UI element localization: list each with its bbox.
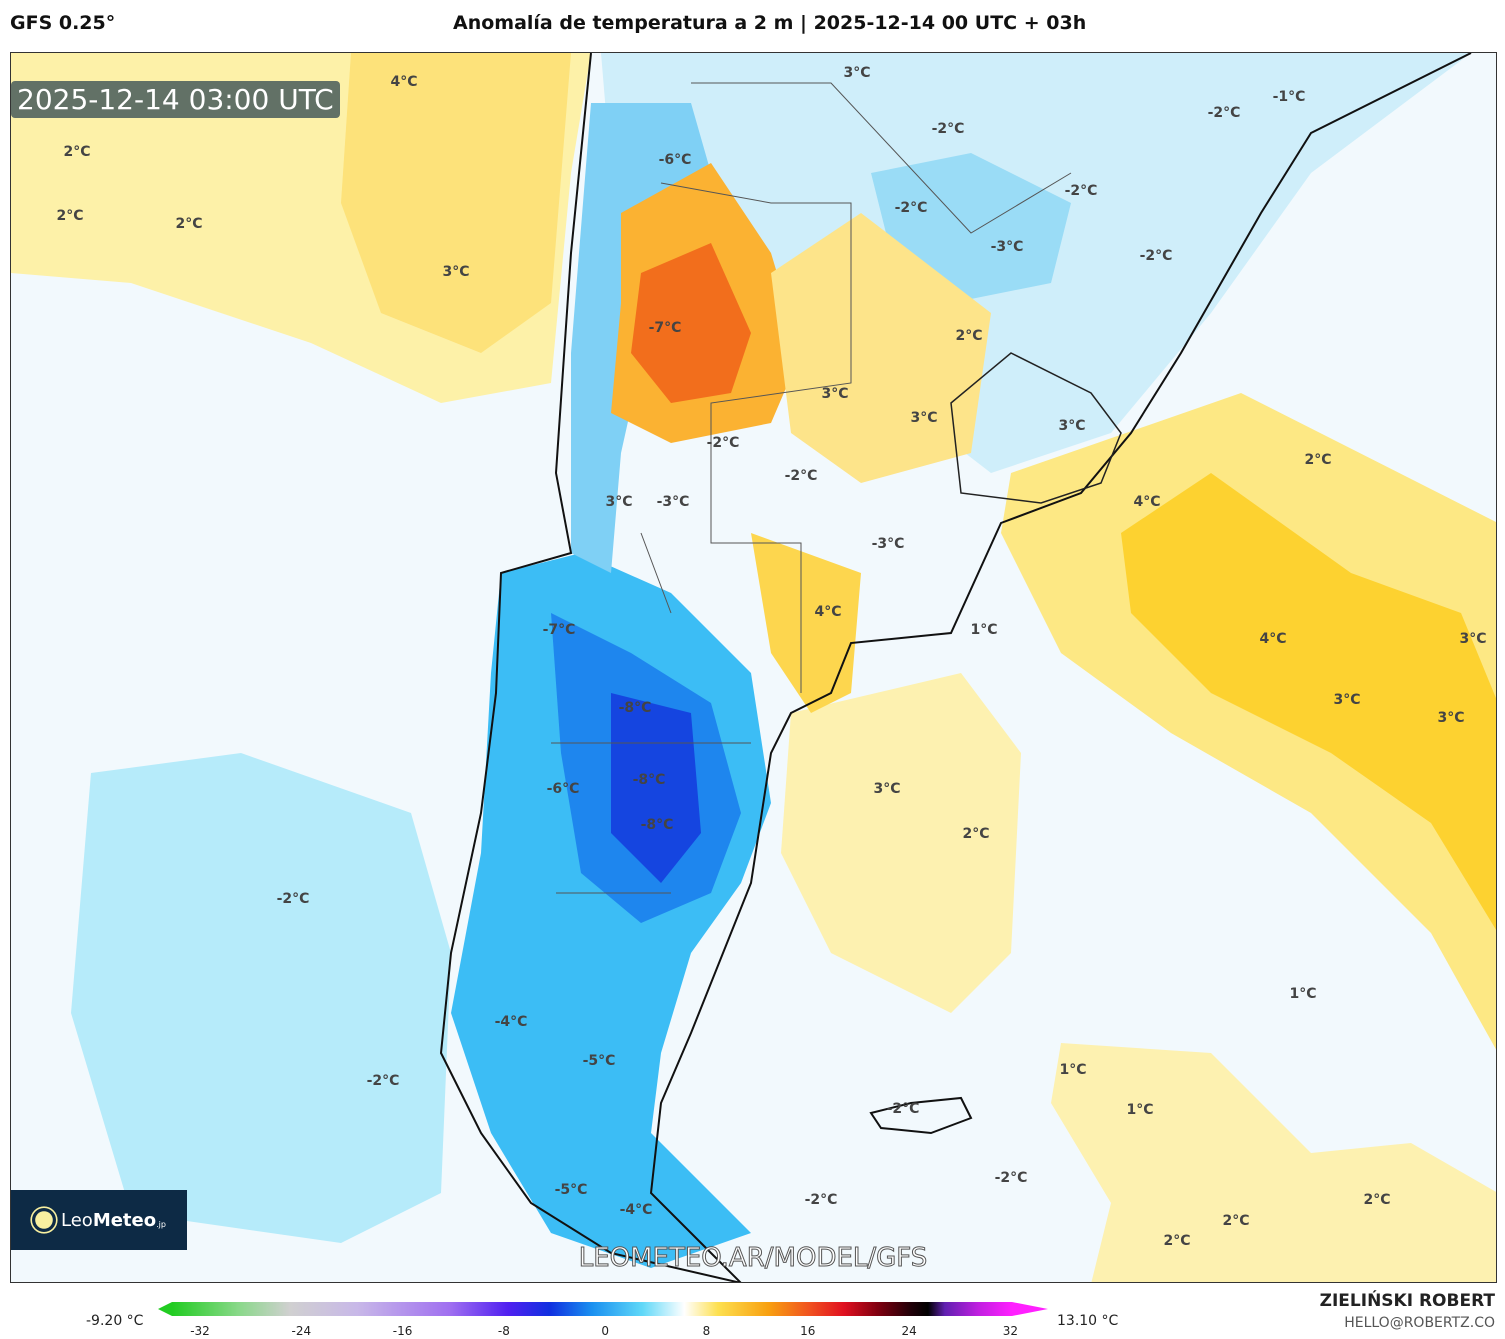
temperature-label: -4°C: [494, 1014, 528, 1030]
logo-text-2: Meteo: [92, 1209, 157, 1231]
temperature-label: 3°C: [1437, 710, 1465, 726]
temperature-label: -6°C: [546, 781, 580, 797]
colorbar-min-label: -9.20 °C: [86, 1313, 144, 1329]
temperature-label: -2°C: [1064, 183, 1098, 199]
temperature-anomaly-map: 4°C 3°C -1°C -2°C -2°C 2°C 2°C 2°C 3°C -6°C -2°C -2…: [10, 52, 1497, 1283]
colorbar: [172, 1302, 1012, 1316]
yellow-anomaly-central: [781, 673, 1021, 1013]
temperature-label: -5°C: [582, 1053, 616, 1069]
temperature-label: -2°C: [366, 1073, 400, 1089]
temperature-label: 1°C: [970, 622, 998, 638]
temperature-label: -2°C: [886, 1101, 920, 1117]
falklands: [869, 1096, 973, 1135]
map-title: Anomalía de temperatura a 2 m | 2025-12-…: [453, 12, 1087, 34]
temperature-label: 4°C: [814, 604, 842, 620]
author: ZIELIŃSKI ROBERT: [1319, 1291, 1495, 1311]
temperature-label: -6°C: [658, 152, 692, 168]
temperature-label: -8°C: [618, 700, 652, 716]
yellow-anomaly-atlantic-core: [1121, 473, 1496, 930]
temperature-label: -2°C: [894, 200, 928, 216]
url-watermark: LEOMETEO.AR/MODEL/GFS: [578, 1243, 928, 1274]
colorbar-tick: -8: [497, 1324, 510, 1338]
pacific-blue: [71, 753, 451, 1243]
logo-text-3: .jp: [156, 1219, 166, 1229]
colorbar-tick: 32: [1002, 1324, 1019, 1338]
temperature-label: 4°C: [1133, 494, 1161, 510]
temperature-label: -8°C: [632, 772, 666, 788]
colorbar-tick: -32: [190, 1324, 210, 1338]
temperature-label: -2°C: [1207, 105, 1241, 121]
logo-text-1: Leo: [61, 1209, 93, 1231]
temperature-label: 3°C: [1459, 631, 1487, 647]
temperature-label: 2°C: [1304, 452, 1332, 468]
temperature-label: 1°C: [1289, 986, 1317, 1002]
temperature-label: 2°C: [1222, 1213, 1250, 1229]
temperature-label: -2°C: [1139, 248, 1173, 264]
colorbar-tick: -16: [392, 1324, 413, 1338]
temperature-label: 2°C: [175, 216, 203, 232]
temperature-label: 2°C: [1363, 1192, 1391, 1208]
temperature-label: 3°C: [910, 410, 938, 426]
temperature-label: -2°C: [931, 121, 965, 137]
colorbar-tick: 0: [601, 1324, 610, 1338]
temperature-label: 1°C: [1126, 1102, 1154, 1118]
colorbar-tick: 24: [901, 1324, 917, 1338]
author-email[interactable]: HELLO@ROBERTZ.CO: [1344, 1315, 1495, 1331]
yellow-anomaly-argentina: [751, 533, 861, 713]
temperature-label: -2°C: [994, 1170, 1028, 1186]
yellow-anomaly-nw-core: [341, 53, 571, 353]
yellow-anomaly-se: [1051, 1043, 1496, 1282]
temperature-label: 3°C: [1333, 692, 1361, 708]
temperature-label: 3°C: [605, 494, 633, 510]
temperature-label: 2°C: [63, 144, 91, 160]
temperature-label: -5°C: [554, 1182, 588, 1198]
temperature-label: 3°C: [843, 65, 871, 81]
temperature-label: 3°C: [442, 264, 470, 280]
blue-anomaly-patagonia-deepcore: [611, 693, 701, 883]
temperature-label: -3°C: [871, 536, 905, 552]
sun-icon: [35, 1211, 53, 1229]
colorbar-max-label: 13.10 °C: [1057, 1313, 1119, 1329]
province-borders: [551, 82, 1072, 894]
temperature-label: 4°C: [390, 74, 418, 90]
colorbar-left-arrow: [158, 1302, 172, 1316]
red-anomaly-nw-argentina: [631, 243, 751, 403]
colorbar-tick: 16: [800, 1324, 816, 1338]
temperature-label: -1°C: [1272, 89, 1306, 105]
temperature-label: 4°C: [1259, 631, 1287, 647]
temperature-label: -2°C: [804, 1192, 838, 1208]
temperature-label: -8°C: [640, 817, 674, 833]
temperature-label: 3°C: [821, 386, 849, 402]
leometeo-logo[interactable]: Leo Meteo .jp: [11, 1190, 187, 1250]
temperature-label: 2°C: [962, 826, 990, 842]
colorbar-tick: -24: [291, 1324, 312, 1338]
colorbar-right-arrow: [1012, 1302, 1048, 1316]
temperature-label: -2°C: [706, 435, 740, 451]
temperature-label: -3°C: [990, 239, 1024, 255]
temperature-label: 2°C: [955, 328, 983, 344]
anomaly-field: [11, 53, 1496, 1282]
temperature-label: 1°C: [1059, 1062, 1087, 1078]
temperature-label: -2°C: [276, 891, 310, 907]
yellow-anomaly-ne-argentina: [771, 213, 991, 483]
temperature-label: -2°C: [784, 468, 818, 484]
coastline: [439, 53, 1472, 1282]
temperature-label: -4°C: [619, 1202, 653, 1218]
temperature-label: -7°C: [542, 622, 576, 638]
temperature-label: 3°C: [1058, 418, 1086, 434]
temperature-label: 3°C: [873, 781, 901, 797]
colorbar-tick: 8: [702, 1324, 711, 1338]
model-name: GFS 0.25°: [10, 12, 116, 34]
uruguay-border: [950, 352, 1122, 504]
temperature-label: 2°C: [56, 208, 84, 224]
temperature-label: -7°C: [648, 320, 682, 336]
temperature-label: -3°C: [656, 494, 690, 510]
valid-time: 2025-12-14 03:00 UTC: [11, 81, 340, 118]
temperature-label: 2°C: [1163, 1233, 1191, 1249]
